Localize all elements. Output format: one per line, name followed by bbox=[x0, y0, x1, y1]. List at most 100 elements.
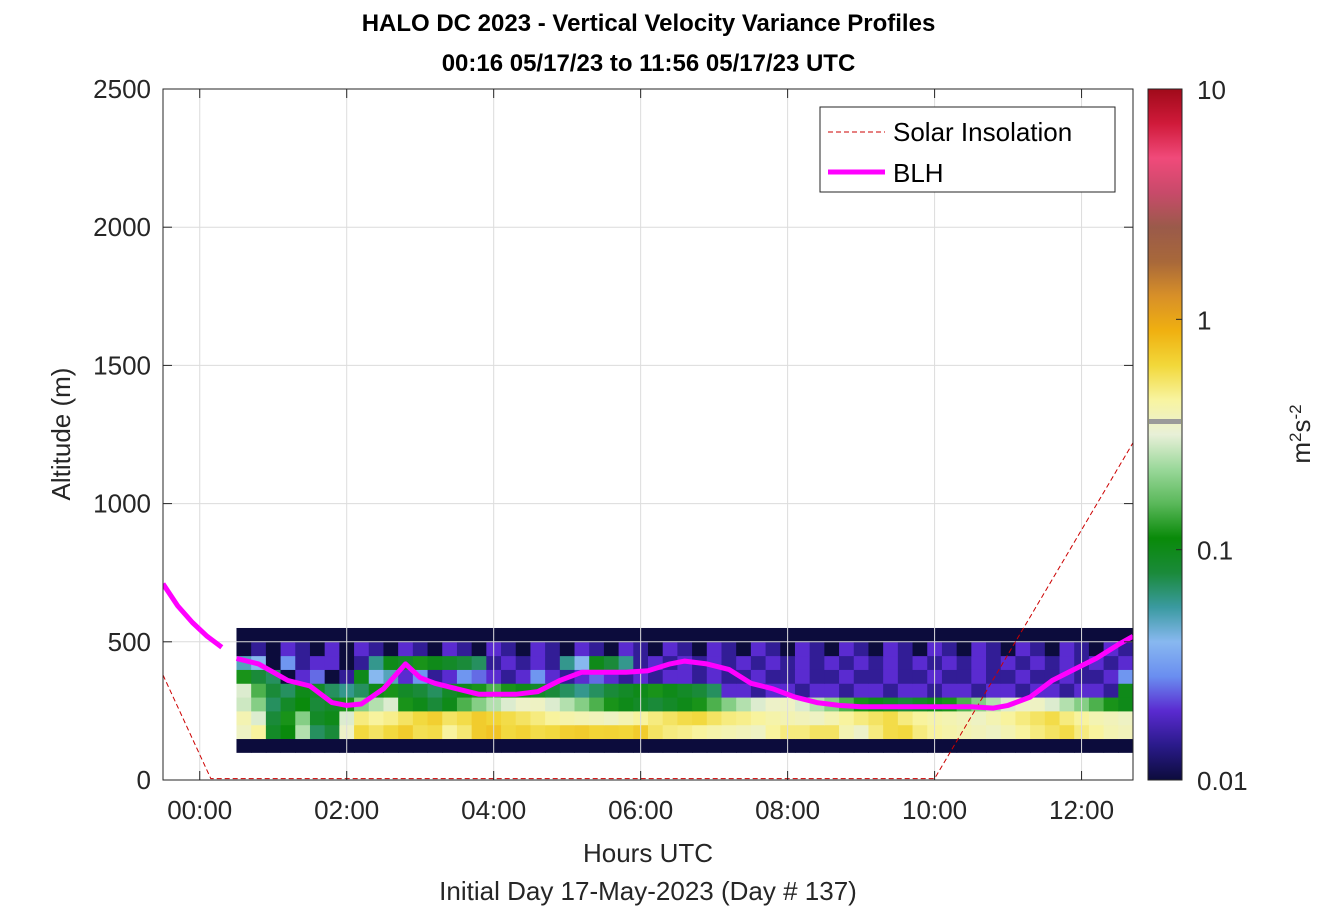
heatmap-cell bbox=[515, 655, 531, 670]
heatmap-cell bbox=[442, 710, 458, 726]
heatmap-cell bbox=[736, 697, 752, 712]
heatmap-cell bbox=[368, 697, 384, 712]
heatmap-cell bbox=[383, 641, 399, 657]
heatmap-cell bbox=[677, 627, 693, 643]
heatmap-cell bbox=[750, 697, 767, 712]
heatmap-cell bbox=[971, 627, 987, 643]
heatmap-cell bbox=[1059, 697, 1075, 712]
heatmap-cell bbox=[662, 738, 678, 753]
heatmap-cell bbox=[251, 697, 267, 712]
heatmap-cell bbox=[1103, 655, 1119, 670]
heatmap-cell bbox=[853, 683, 869, 698]
chart-subtitle: 00:16 05/17/23 to 11:56 05/17/23 UTC bbox=[441, 50, 856, 77]
heatmap-cell bbox=[1015, 738, 1031, 753]
heatmap-cell bbox=[956, 655, 972, 670]
heatmap-cell bbox=[839, 655, 855, 670]
heatmap-cell bbox=[324, 710, 340, 726]
heatmap-cell bbox=[1133, 683, 1148, 697]
legend-box bbox=[819, 106, 1116, 193]
heatmap-cell bbox=[883, 710, 899, 726]
heatmap-cell bbox=[765, 697, 781, 712]
heatmap-cell bbox=[589, 724, 605, 740]
heatmap-cell bbox=[515, 669, 531, 684]
heatmap-cell bbox=[295, 738, 311, 753]
heatmap-cell bbox=[324, 683, 340, 698]
heatmap-cell bbox=[839, 641, 855, 657]
heatmap-cell bbox=[309, 655, 326, 670]
heatmap-cell bbox=[662, 697, 678, 712]
heatmap-cell bbox=[589, 641, 605, 657]
heatmap-cell bbox=[1059, 627, 1075, 643]
blh-line bbox=[163, 582, 224, 650]
heatmap-cell bbox=[354, 641, 370, 657]
heatmap-cell bbox=[897, 738, 914, 753]
heatmap-cell bbox=[398, 641, 414, 657]
heatmap-cell bbox=[471, 738, 487, 753]
colorbar-gradient bbox=[1147, 88, 1183, 781]
heatmap-cell bbox=[603, 738, 620, 753]
heatmap-cell bbox=[839, 669, 855, 684]
heatmap-cell bbox=[1133, 656, 1148, 670]
heatmap-cell bbox=[986, 641, 1002, 657]
heatmap-cell bbox=[765, 655, 781, 670]
heatmap-cell bbox=[1103, 683, 1119, 698]
heatmap-cell bbox=[1088, 683, 1105, 698]
heatmap-cell bbox=[545, 627, 561, 643]
heatmap-cell bbox=[868, 669, 884, 684]
heatmap-cell bbox=[897, 655, 914, 670]
heatmap-cell bbox=[1118, 697, 1133, 712]
heatmap-cell bbox=[1044, 738, 1061, 753]
heatmap-cell bbox=[530, 710, 546, 726]
heatmap-cell bbox=[501, 724, 517, 740]
heatmap-cell bbox=[456, 710, 473, 726]
heatmap-cell bbox=[280, 724, 296, 740]
x-tick-label: 06:00 bbox=[608, 795, 673, 825]
heatmap-cell bbox=[736, 724, 752, 740]
heatmap-cell bbox=[427, 710, 443, 726]
heatmap-cell bbox=[912, 627, 928, 643]
heatmap-cell bbox=[956, 738, 972, 753]
heatmap-cell bbox=[750, 710, 767, 726]
heatmap-cell bbox=[736, 710, 752, 726]
heatmap-cell bbox=[236, 724, 252, 740]
x-tick-label: 08:00 bbox=[755, 795, 820, 825]
heatmap-cell bbox=[456, 697, 473, 712]
heatmap-cell bbox=[251, 683, 267, 698]
heatmap-cell bbox=[501, 738, 517, 753]
heatmap-cell bbox=[1118, 669, 1133, 684]
heatmap-cell bbox=[1030, 738, 1046, 753]
heatmap-cell bbox=[1015, 669, 1031, 684]
heatmap-cell bbox=[456, 669, 473, 684]
heatmap-cell bbox=[1103, 724, 1119, 740]
heatmap-cell bbox=[265, 710, 282, 726]
heatmap-cell bbox=[868, 641, 884, 657]
heatmap-cell bbox=[295, 655, 311, 670]
heatmap-cell bbox=[295, 697, 311, 712]
heatmap-cell bbox=[589, 710, 605, 726]
heatmap-cell bbox=[677, 669, 693, 684]
heatmap-cell bbox=[309, 627, 326, 643]
heatmap-cell bbox=[559, 627, 576, 643]
heatmap-cell bbox=[824, 738, 840, 753]
heatmap-cell bbox=[941, 627, 958, 643]
heatmap-cell bbox=[427, 738, 443, 753]
heatmap-cell bbox=[750, 669, 767, 684]
heatmap-cell bbox=[383, 724, 399, 740]
heatmap-cell bbox=[471, 655, 487, 670]
heatmap-cell bbox=[603, 697, 620, 712]
heatmap-cell bbox=[471, 710, 487, 726]
heatmap-cell bbox=[662, 710, 678, 726]
heatmap-cell bbox=[1030, 697, 1046, 712]
heatmap-cell bbox=[1118, 724, 1133, 740]
x-tick-label: 04:00 bbox=[461, 795, 526, 825]
colorbar-tick-label: 0.1 bbox=[1197, 536, 1233, 566]
heatmap-cell bbox=[648, 710, 664, 726]
y-tick-label: 1500 bbox=[93, 350, 151, 380]
heatmap-cell bbox=[971, 724, 987, 740]
heatmap-cell bbox=[324, 724, 340, 740]
heatmap-cell bbox=[618, 710, 634, 726]
heatmap-cell bbox=[750, 724, 767, 740]
heatmap-cell bbox=[589, 738, 605, 753]
heatmap-cell bbox=[897, 710, 914, 726]
